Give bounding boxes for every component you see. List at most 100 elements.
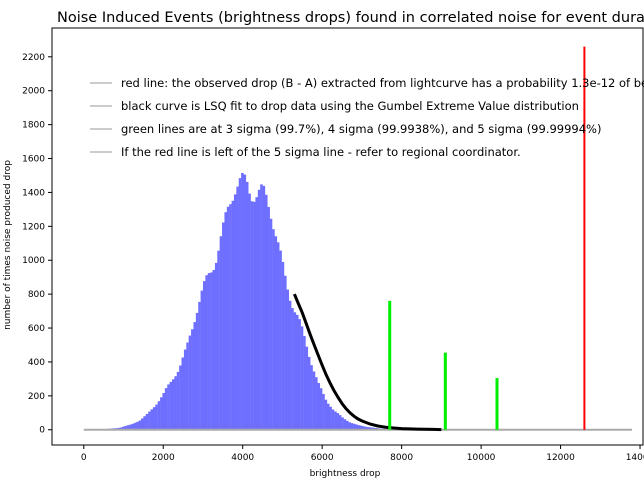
histogram-bar: [324, 399, 328, 430]
legend: red line: the observed drop (B - A) extr…: [90, 76, 644, 159]
histogram-bar: [162, 392, 166, 430]
histogram-bar: [176, 371, 180, 430]
histogram-bar: [205, 275, 208, 430]
histogram-bar: [160, 397, 163, 430]
histogram-bar: [217, 250, 220, 430]
histogram-bar: [362, 426, 366, 430]
histogram-bar: [307, 356, 311, 430]
histogram-bar: [207, 273, 211, 430]
y-tick-label: 1800: [22, 121, 45, 131]
histogram-bar: [231, 200, 235, 430]
gumbel-fit-curve: [293, 293, 442, 432]
histogram-bar: [305, 346, 309, 430]
histogram-bar: [367, 427, 371, 430]
histogram-bar: [186, 342, 189, 430]
histogram-bar: [360, 425, 363, 430]
histogram-bar: [222, 222, 225, 430]
y-tick-label: 1600: [22, 155, 45, 165]
histogram-bar: [348, 422, 351, 430]
histogram-bar: [353, 423, 356, 430]
histogram-bar: [126, 425, 130, 430]
histogram-bar: [257, 189, 261, 430]
histogram-bar: [169, 381, 173, 430]
histogram-bar: [136, 421, 139, 430]
histogram-bar: [238, 178, 242, 430]
x-axis-label: brightness drop: [310, 469, 381, 479]
histogram-bar: [124, 425, 127, 430]
histogram-bar: [274, 236, 278, 430]
histogram-bar: [150, 409, 154, 430]
histogram-bar: [253, 201, 256, 430]
histogram-bar: [245, 181, 249, 430]
histogram-bar: [183, 349, 187, 430]
histogram-bar: [281, 261, 285, 430]
histogram-bar: [250, 201, 254, 430]
histogram-bar: [152, 407, 156, 430]
y-tick-label: 1000: [22, 256, 45, 266]
histogram-bar: [145, 413, 149, 430]
histogram-bar: [121, 426, 125, 430]
histogram-bar: [233, 194, 237, 430]
histogram-bar: [336, 413, 340, 430]
legend-entry: red line: the observed drop (B - A) extr…: [121, 76, 644, 90]
histogram-bar: [212, 269, 216, 430]
histogram-bar: [224, 212, 228, 430]
histogram-bar: [255, 197, 259, 430]
y-tick-label: 200: [28, 392, 45, 402]
histogram-bar: [236, 186, 239, 430]
histogram-bar: [229, 204, 232, 430]
x-tick-label: 6000: [311, 453, 334, 463]
y-tick-label: 600: [28, 324, 45, 334]
histogram-bar: [326, 403, 330, 430]
histogram-bar: [214, 262, 218, 430]
histogram-bar: [298, 319, 301, 430]
histogram-bar: [284, 275, 287, 430]
histogram-bar: [329, 406, 332, 430]
histogram-bar: [198, 301, 201, 430]
x-tick-label: 14000: [626, 453, 644, 463]
histogram-bar: [300, 326, 304, 430]
histogram-bar: [269, 218, 273, 430]
histogram-bar: [193, 322, 197, 430]
histogram-bar: [334, 411, 337, 430]
legend-entry: If the red line is left of the 5 sigma l…: [121, 145, 521, 159]
histogram-bar: [138, 420, 142, 430]
histogram-bar: [291, 308, 294, 430]
histogram-bar: [157, 401, 161, 430]
histogram-bar: [133, 422, 137, 430]
histogram-bar: [338, 415, 342, 430]
legend-entry: green lines are at 3 sigma (99.7%), 4 si…: [121, 122, 601, 136]
histogram-bar: [279, 250, 282, 430]
histogram-bar: [171, 379, 175, 430]
histogram-bar: [346, 420, 349, 430]
histogram-bar: [226, 206, 230, 430]
y-tick-label: 1400: [22, 188, 45, 198]
x-tick-label: 12000: [546, 453, 575, 463]
histogram-bar: [179, 365, 182, 430]
histogram-bar: [260, 184, 263, 430]
histogram-bar: [188, 335, 192, 430]
y-tick-label: 400: [28, 358, 45, 368]
histogram-bar: [286, 289, 289, 430]
histogram-bar: [164, 388, 168, 430]
histogram-bar: [341, 417, 344, 430]
histogram-bar: [210, 272, 213, 430]
histogram-bar: [357, 425, 361, 430]
histogram-bar: [322, 393, 325, 430]
histogram-bar: [319, 388, 323, 430]
histogram-bar: [148, 411, 151, 430]
histogram-bar: [288, 300, 292, 430]
x-tick-label: 8000: [390, 453, 413, 463]
plot-frame: [51, 27, 644, 446]
chart-title: Noise Induced Events (brightness drops) …: [57, 10, 644, 26]
histogram-bar: [143, 416, 146, 430]
plot-area: 0 2000 4000 6000 8000 10000 12000 14000 0 200 400 6…: [22, 27, 644, 463]
histogram-bar: [331, 409, 335, 430]
histogram-bar: [200, 290, 204, 430]
histogram-bar: [167, 384, 170, 430]
histogram-bar: [365, 426, 368, 430]
y-tick-label: 0: [39, 426, 45, 436]
histogram-bar: [264, 194, 268, 430]
y-tick-label: 2200: [22, 53, 45, 63]
x-tick-label: 4000: [231, 453, 254, 463]
